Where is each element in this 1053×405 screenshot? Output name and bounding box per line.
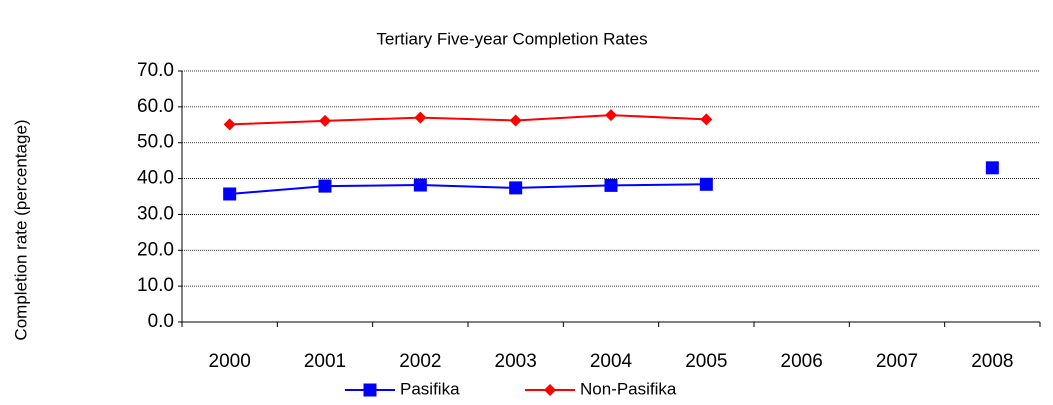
x-tick-label: 2001 xyxy=(304,351,346,372)
data-point xyxy=(509,114,522,127)
data-point xyxy=(223,187,237,201)
y-tick-label: 10.0 xyxy=(137,275,174,296)
data-point xyxy=(318,179,332,193)
x-tick-label: 2004 xyxy=(590,351,633,372)
x-tick-label: 2005 xyxy=(685,351,727,372)
series-line xyxy=(229,114,707,126)
y-tick-label: 70.0 xyxy=(137,60,174,81)
y-axis-label: Completion rate (percentage) xyxy=(11,119,30,340)
data-point xyxy=(604,178,618,192)
x-tick-label: 2008 xyxy=(971,351,1013,372)
legend-marker xyxy=(363,383,377,397)
data-point xyxy=(414,111,427,124)
x-tick-label: 2000 xyxy=(209,351,251,372)
y-tick-label: 30.0 xyxy=(137,203,174,224)
data-point xyxy=(413,178,427,192)
y-tick-label: 20.0 xyxy=(137,239,174,260)
legend-label: Pasifika xyxy=(400,379,460,398)
legend-marker xyxy=(544,384,556,396)
data-point xyxy=(319,114,331,127)
data-point xyxy=(509,181,523,195)
y-tick-label: 50.0 xyxy=(137,132,174,153)
chart-title: Tertiary Five-year Completion Rates xyxy=(376,29,647,48)
data-point xyxy=(699,177,713,191)
x-tick-label: 2006 xyxy=(781,351,823,372)
data-point xyxy=(605,109,617,122)
legend-label: Non-Pasifika xyxy=(580,379,677,398)
y-tick-label: 40.0 xyxy=(137,168,174,189)
data-point xyxy=(223,118,236,131)
x-tick-label: 2002 xyxy=(399,351,441,372)
data-point xyxy=(700,113,713,126)
y-tick-label: 60.0 xyxy=(137,96,174,117)
data-point xyxy=(985,161,999,175)
y-tick-label: 0.0 xyxy=(148,311,174,332)
x-tick-label: 2003 xyxy=(495,351,537,372)
x-tick-label: 2007 xyxy=(876,351,918,372)
